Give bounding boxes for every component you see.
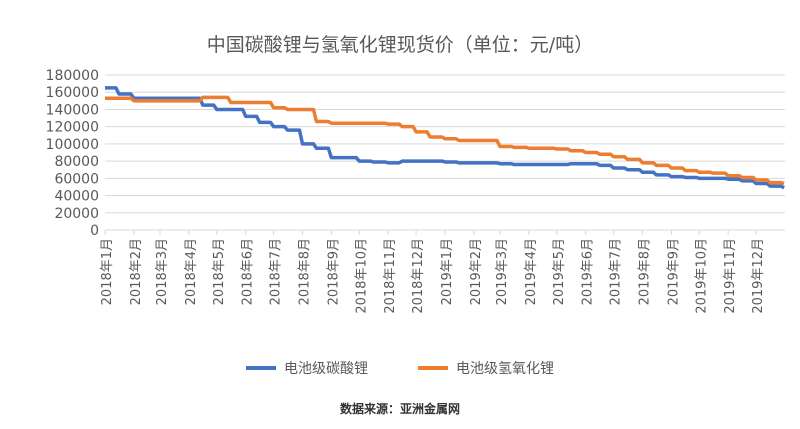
x-tick-label: 2018年10月 xyxy=(354,238,369,314)
y-tick-label: 0 xyxy=(90,223,99,239)
legend-label: 电池级碳酸锂 xyxy=(284,361,368,377)
y-tick-label: 60000 xyxy=(54,171,99,187)
x-tick-label: 2018年12月 xyxy=(411,238,426,314)
y-tick-label: 160000 xyxy=(46,85,99,101)
legend-item-carbonate: 电池级碳酸锂 xyxy=(246,358,368,378)
x-tick-label: 2018年9月 xyxy=(326,238,341,305)
x-tick-label: 2018年2月 xyxy=(129,238,144,305)
series-line-hydroxide xyxy=(105,95,785,186)
x-tick-label: 2019年12月 xyxy=(751,238,766,314)
legend-swatch xyxy=(418,366,448,370)
legend-swatch xyxy=(246,366,276,370)
y-tick-label: 120000 xyxy=(46,120,99,136)
x-tick-label: 2018年5月 xyxy=(212,238,227,305)
x-tick-label: 2018年4月 xyxy=(184,238,199,305)
legend-item-hydroxide: 电池级氢氧化锂 xyxy=(418,358,554,378)
x-tick-label: 2019年2月 xyxy=(469,238,484,305)
x-tick-label: 2019年10月 xyxy=(694,238,709,314)
y-tick-label: 40000 xyxy=(54,189,99,205)
x-tick-label: 2018年8月 xyxy=(297,238,312,305)
y-tick-label: 100000 xyxy=(46,137,99,153)
y-tick-label: 20000 xyxy=(54,206,99,222)
x-tick-label: 2019年11月 xyxy=(723,238,738,314)
x-tick-label: 2019年6月 xyxy=(581,238,596,305)
x-tick-label: 2018年3月 xyxy=(155,238,170,305)
x-tick-label: 2018年7月 xyxy=(269,238,284,305)
y-tick-label: 180000 xyxy=(46,68,99,84)
legend-label: 电池级氢氧化锂 xyxy=(456,361,554,377)
x-tick-label: 2019年3月 xyxy=(495,238,510,305)
x-tick-label: 2018年11月 xyxy=(383,238,398,314)
chart-title: 中国碳酸锂与氢氧化锂现货价（单位：元/吨） xyxy=(206,34,594,56)
x-tick-label: 2018年1月 xyxy=(100,238,115,305)
x-tick-label: 2019年8月 xyxy=(637,238,652,305)
legend: 电池级碳酸锂 电池级氢氧化锂 xyxy=(0,358,800,378)
y-tick-label: 80000 xyxy=(54,154,99,170)
x-tick-label: 2019年9月 xyxy=(666,238,681,305)
x-tick-label: 2018年6月 xyxy=(241,238,256,305)
x-tick-label: 2019年4月 xyxy=(524,238,539,305)
data-source: 数据来源：亚洲金属网 xyxy=(339,402,460,416)
y-tick-label: 140000 xyxy=(46,102,99,118)
x-tick-label: 2019年5月 xyxy=(552,238,567,305)
x-tick-label: 2019年7月 xyxy=(609,238,624,305)
x-tick-label: 2019年1月 xyxy=(440,238,455,305)
